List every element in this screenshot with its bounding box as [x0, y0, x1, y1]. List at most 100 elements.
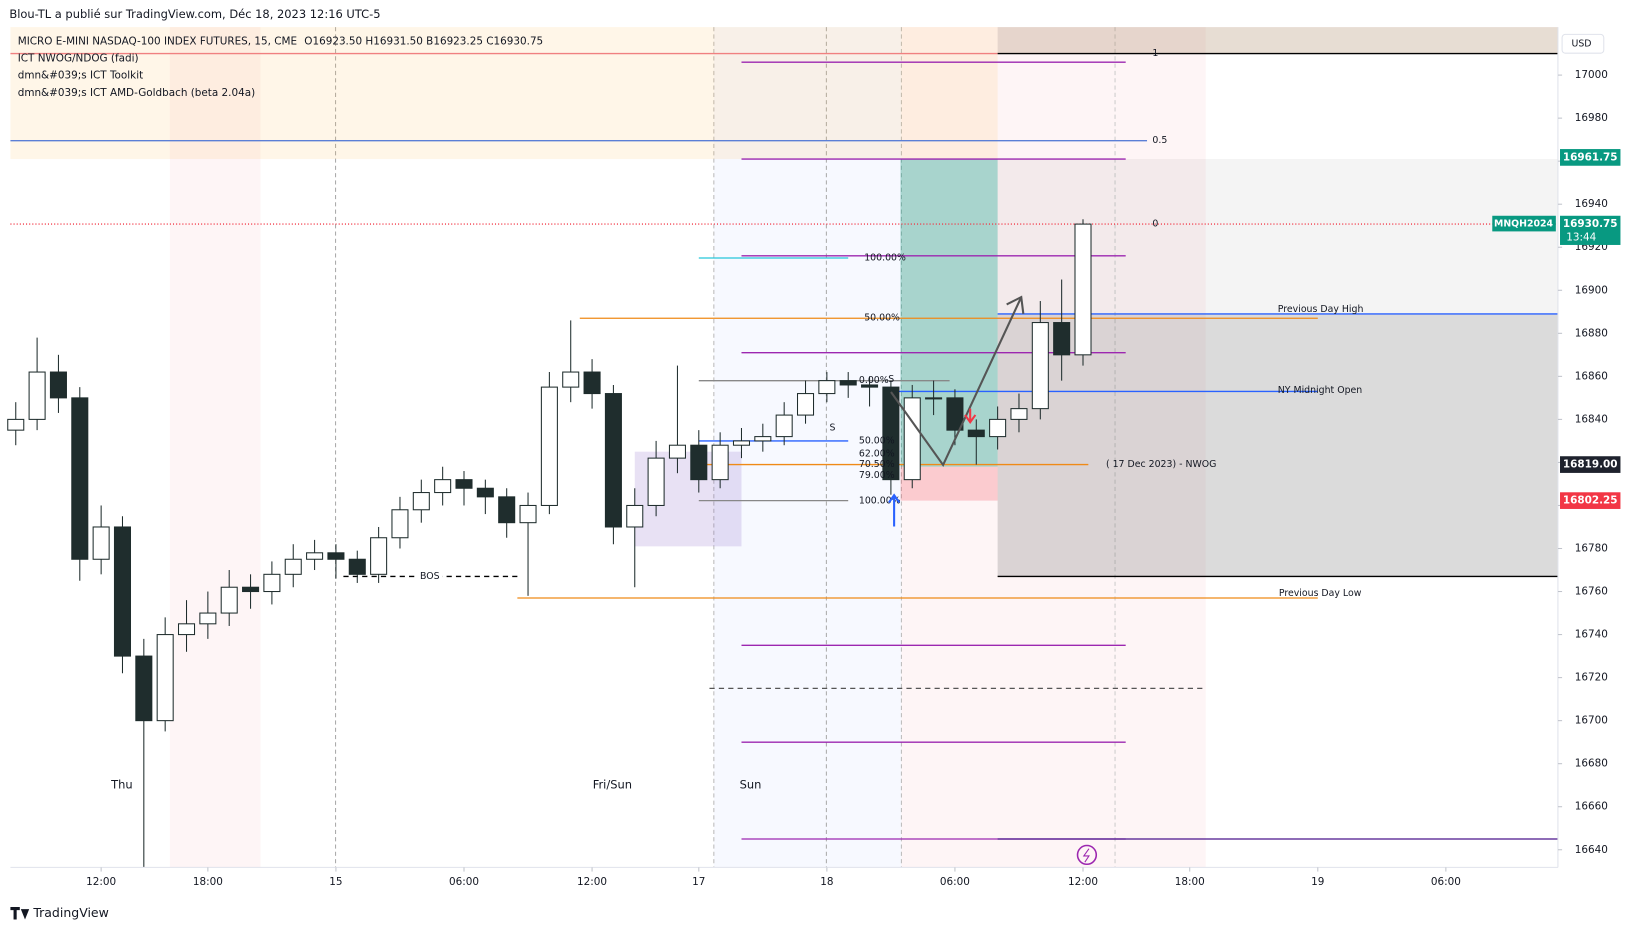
- candle: [220, 570, 238, 626]
- candle-body: [370, 537, 388, 575]
- candle-body: [711, 444, 729, 481]
- indicator-name: dmn&#039;s ICT AMD-Goldbach (beta 2.04a): [18, 87, 255, 99]
- zone: [997, 313, 1558, 577]
- candle-body: [7, 418, 25, 431]
- candle: [519, 492, 537, 596]
- annotation: S: [888, 374, 894, 385]
- candle-body: [242, 586, 260, 593]
- annotation: 1: [1152, 48, 1158, 59]
- x-tick-label: 18: [820, 876, 833, 888]
- session-shading: [169, 27, 1206, 868]
- candle-body: [306, 552, 324, 560]
- zone: [997, 27, 1558, 54]
- candle-body: [647, 457, 665, 506]
- candle-body: [818, 380, 836, 395]
- candle: [199, 591, 217, 639]
- x-tick-label: 06:00: [940, 876, 970, 888]
- candle-body: [156, 634, 174, 722]
- annotation: Previous Day High: [1278, 304, 1364, 315]
- candle: [455, 471, 473, 506]
- drawings: [888, 295, 1098, 866]
- symbol-tag: MNQH2024: [1494, 219, 1554, 230]
- candle-body: [476, 487, 494, 498]
- candle: [839, 372, 857, 398]
- candle: [732, 427, 751, 459]
- candle-body: [71, 397, 89, 560]
- candle-body: [903, 397, 921, 481]
- annotation: 62.00%: [859, 448, 895, 459]
- candle: [498, 488, 516, 538]
- candle: [583, 359, 601, 409]
- candle: [28, 337, 46, 431]
- currency[interactable]: USD: [1571, 38, 1591, 49]
- indicator-name: dmn&#039;s ICT Toolkit: [18, 70, 143, 82]
- candle-body: [348, 558, 366, 575]
- price-label: 16961.75: [1563, 151, 1618, 163]
- candle: [690, 430, 708, 493]
- price-label-box: [1560, 492, 1621, 509]
- session-label: Sun: [740, 778, 762, 792]
- price-label: 16819.00: [1563, 459, 1618, 471]
- candle-body: [562, 371, 580, 388]
- candle-body: [839, 380, 857, 386]
- candle: [370, 526, 388, 583]
- tv-logo: [10, 907, 30, 920]
- candle-body: [925, 397, 943, 400]
- candle: [626, 488, 644, 588]
- alert-icon[interactable]: [1076, 844, 1098, 866]
- y-tick-label: 16640: [1575, 844, 1608, 856]
- candle-body: [220, 586, 238, 614]
- y-tick-label: 16880: [1575, 327, 1608, 339]
- candle-body: [754, 436, 772, 442]
- candle: [562, 320, 580, 403]
- x-tick-label: 12:00: [577, 876, 607, 888]
- candle-body: [284, 558, 302, 575]
- brand: TradingView: [32, 905, 109, 920]
- y-tick-label: 16900: [1575, 284, 1608, 296]
- ohlc-values: O16923.50 H16931.50 B16923.25 C16930.75: [304, 36, 543, 48]
- x-tick-label: 18:00: [1175, 876, 1205, 888]
- candle-body: [455, 479, 473, 489]
- candle-body: [1053, 322, 1071, 356]
- symbol-tag-box: [1492, 215, 1556, 232]
- candle: [1074, 219, 1092, 366]
- zone: [10, 27, 998, 160]
- price-axis: [1557, 27, 1634, 874]
- x-tick-label: 18:00: [193, 876, 223, 888]
- candle: [113, 516, 132, 674]
- publisher: Blou-TL a publié sur TradingView.com, Dé…: [9, 7, 380, 21]
- candle: [967, 419, 985, 465]
- candle: [754, 423, 772, 452]
- candle: [412, 479, 430, 523]
- candle: [946, 389, 964, 446]
- candle-body: [946, 397, 964, 431]
- candle-body: [668, 444, 686, 459]
- candle-body: [732, 440, 751, 446]
- candle: [818, 372, 836, 403]
- chart-title: MICRO E-MINI NASDAQ-100 INDEX FUTURES, 1…: [18, 36, 297, 48]
- currency-button[interactable]: [1561, 33, 1605, 54]
- candle: [156, 617, 174, 732]
- candle: [242, 574, 260, 609]
- x-tick-label: 19: [1311, 876, 1324, 888]
- candle: [348, 550, 366, 583]
- price-label-box: [1560, 215, 1621, 245]
- candle-body: [263, 573, 281, 593]
- y-tick-label: 17000: [1575, 69, 1608, 81]
- annotation: 70.50%: [859, 459, 895, 470]
- candle: [540, 372, 558, 515]
- annotation: 0: [1152, 219, 1158, 230]
- candle-body: [135, 655, 153, 722]
- y-tick-label: 16840: [1575, 413, 1608, 425]
- y-tick-label: 16940: [1575, 198, 1608, 210]
- x-tick-label: 12:00: [86, 876, 116, 888]
- session-band: [169, 27, 261, 868]
- y-tick-label: 16680: [1575, 758, 1608, 770]
- candle: [7, 402, 25, 446]
- price-label-box: [1560, 149, 1621, 166]
- price-label-box: [1560, 456, 1621, 473]
- arrow-head: [1006, 295, 1025, 314]
